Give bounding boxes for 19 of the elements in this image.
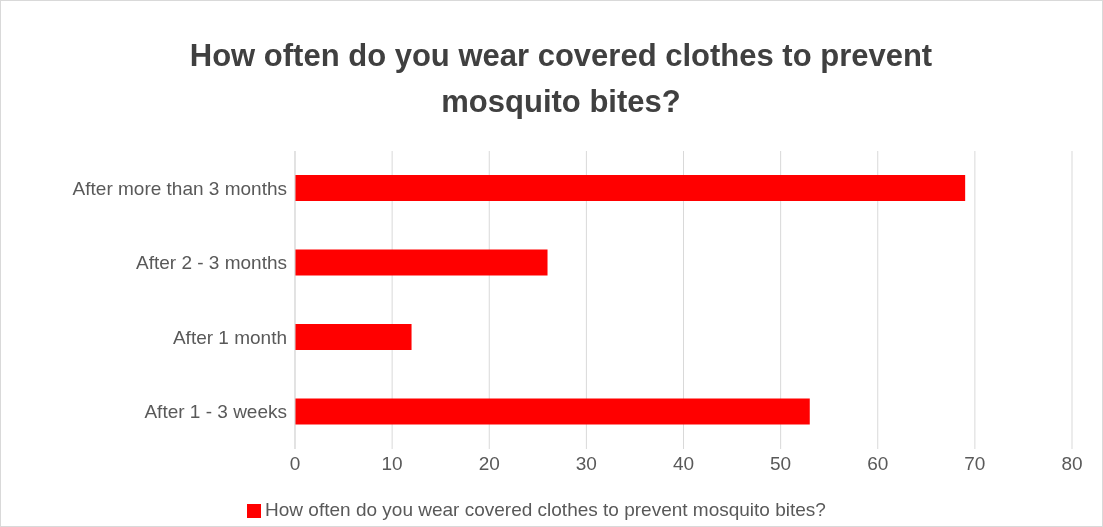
bar	[295, 249, 548, 276]
chart-title: How often do you wear covered clothes to prevent mosquito bites?	[188, 37, 934, 121]
bar	[295, 398, 810, 425]
bar	[295, 175, 966, 201]
y-tick-label: After 1 month	[172, 326, 287, 348]
x-tick-label: 0	[289, 453, 301, 475]
bar	[295, 324, 412, 350]
y-tick-label: After 2 - 3 months	[135, 252, 287, 274]
x-tick-label: 70	[964, 453, 986, 475]
x-tick-label: 80	[1061, 453, 1083, 475]
x-tick-label: 60	[867, 453, 889, 475]
x-tick-label: 40	[672, 453, 695, 475]
legend-label: How often do you wear covered clothes to prevent mosquito bites?	[265, 499, 826, 520]
x-tick-label: 50	[770, 453, 792, 475]
x-tick-label: 10	[381, 453, 403, 475]
x-tick-label: 30	[575, 453, 597, 475]
x-tick-label: 20	[478, 453, 500, 475]
y-tick-label: After 1 - 3 weeks	[144, 401, 287, 423]
y-tick-label: After more than 3 months	[72, 177, 287, 199]
